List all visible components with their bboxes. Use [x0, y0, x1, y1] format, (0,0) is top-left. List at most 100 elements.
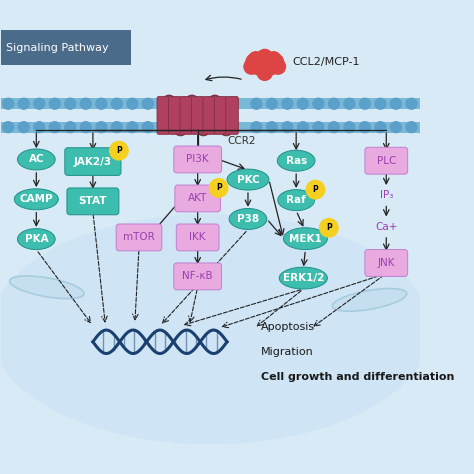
Text: IKK: IKK — [190, 232, 206, 242]
Circle shape — [18, 98, 29, 109]
Circle shape — [266, 122, 277, 133]
FancyBboxPatch shape — [157, 97, 170, 134]
Circle shape — [34, 122, 45, 133]
Circle shape — [282, 98, 293, 109]
Circle shape — [406, 122, 417, 133]
Circle shape — [251, 98, 262, 109]
Circle shape — [266, 52, 281, 67]
Circle shape — [127, 98, 138, 109]
Text: P: P — [216, 183, 221, 192]
Circle shape — [210, 179, 228, 197]
Circle shape — [244, 59, 259, 74]
FancyBboxPatch shape — [0, 29, 131, 65]
Text: CCR2: CCR2 — [228, 136, 256, 146]
Circle shape — [65, 98, 76, 109]
Ellipse shape — [227, 169, 269, 190]
Circle shape — [248, 52, 264, 67]
Circle shape — [96, 98, 107, 109]
Ellipse shape — [14, 189, 58, 210]
FancyBboxPatch shape — [191, 97, 204, 134]
Text: P38: P38 — [237, 214, 259, 224]
Circle shape — [257, 49, 272, 64]
Ellipse shape — [9, 276, 84, 299]
Text: P: P — [312, 185, 319, 194]
Circle shape — [306, 181, 325, 199]
Text: Ras: Ras — [285, 156, 307, 166]
Ellipse shape — [18, 149, 55, 170]
FancyBboxPatch shape — [175, 185, 220, 212]
Circle shape — [263, 60, 278, 75]
Text: AKT: AKT — [188, 193, 207, 203]
Text: Cell growth and differentiation: Cell growth and differentiation — [261, 373, 454, 383]
Text: PI3K: PI3K — [186, 155, 209, 164]
Circle shape — [111, 98, 122, 109]
Text: Raf: Raf — [286, 195, 306, 205]
Circle shape — [313, 98, 324, 109]
Text: Signaling Pathway: Signaling Pathway — [6, 43, 109, 53]
Circle shape — [251, 122, 262, 133]
Circle shape — [18, 122, 29, 133]
Text: P: P — [116, 146, 122, 155]
Text: IP₃: IP₃ — [380, 190, 393, 200]
Text: Ca+: Ca+ — [375, 221, 398, 231]
Circle shape — [328, 98, 339, 109]
FancyBboxPatch shape — [65, 148, 121, 175]
Circle shape — [34, 98, 45, 109]
Circle shape — [96, 122, 107, 133]
Circle shape — [266, 98, 277, 109]
Ellipse shape — [278, 190, 315, 210]
Circle shape — [142, 98, 153, 109]
Circle shape — [391, 122, 401, 133]
Text: PKC: PKC — [237, 174, 259, 184]
Circle shape — [127, 122, 138, 133]
Ellipse shape — [229, 209, 267, 229]
Text: CAMP: CAMP — [19, 194, 53, 204]
Ellipse shape — [332, 289, 407, 311]
Text: JNK: JNK — [377, 258, 395, 268]
Circle shape — [359, 122, 370, 133]
Circle shape — [109, 141, 128, 160]
Text: AC: AC — [28, 155, 44, 164]
Circle shape — [268, 54, 283, 69]
Circle shape — [49, 122, 60, 133]
Circle shape — [270, 59, 285, 74]
Circle shape — [297, 98, 308, 109]
FancyBboxPatch shape — [176, 224, 219, 251]
Ellipse shape — [18, 228, 55, 250]
Circle shape — [257, 65, 272, 80]
FancyBboxPatch shape — [174, 263, 221, 290]
Circle shape — [49, 98, 60, 109]
Text: JAK2/3: JAK2/3 — [74, 156, 112, 166]
Circle shape — [344, 122, 355, 133]
Circle shape — [80, 98, 91, 109]
Circle shape — [359, 98, 370, 109]
Ellipse shape — [279, 267, 328, 289]
Circle shape — [142, 122, 153, 133]
FancyBboxPatch shape — [365, 250, 408, 276]
Text: PKA: PKA — [25, 234, 48, 244]
FancyBboxPatch shape — [168, 97, 181, 134]
FancyBboxPatch shape — [174, 146, 221, 173]
FancyBboxPatch shape — [0, 98, 420, 109]
Circle shape — [375, 122, 386, 133]
Text: STAT: STAT — [79, 196, 107, 206]
FancyBboxPatch shape — [180, 97, 192, 134]
Circle shape — [3, 98, 14, 109]
FancyBboxPatch shape — [116, 224, 162, 251]
Ellipse shape — [283, 228, 328, 250]
FancyBboxPatch shape — [365, 147, 408, 174]
FancyBboxPatch shape — [226, 97, 238, 134]
FancyBboxPatch shape — [0, 122, 420, 133]
Circle shape — [406, 98, 417, 109]
Circle shape — [3, 122, 14, 133]
Circle shape — [80, 122, 91, 133]
Ellipse shape — [277, 150, 315, 171]
Circle shape — [328, 122, 339, 133]
Text: Migration: Migration — [261, 347, 313, 357]
FancyBboxPatch shape — [203, 97, 215, 134]
Circle shape — [282, 122, 293, 133]
Text: mTOR: mTOR — [123, 232, 155, 242]
Circle shape — [297, 122, 308, 133]
Circle shape — [344, 98, 355, 109]
Circle shape — [252, 60, 267, 75]
